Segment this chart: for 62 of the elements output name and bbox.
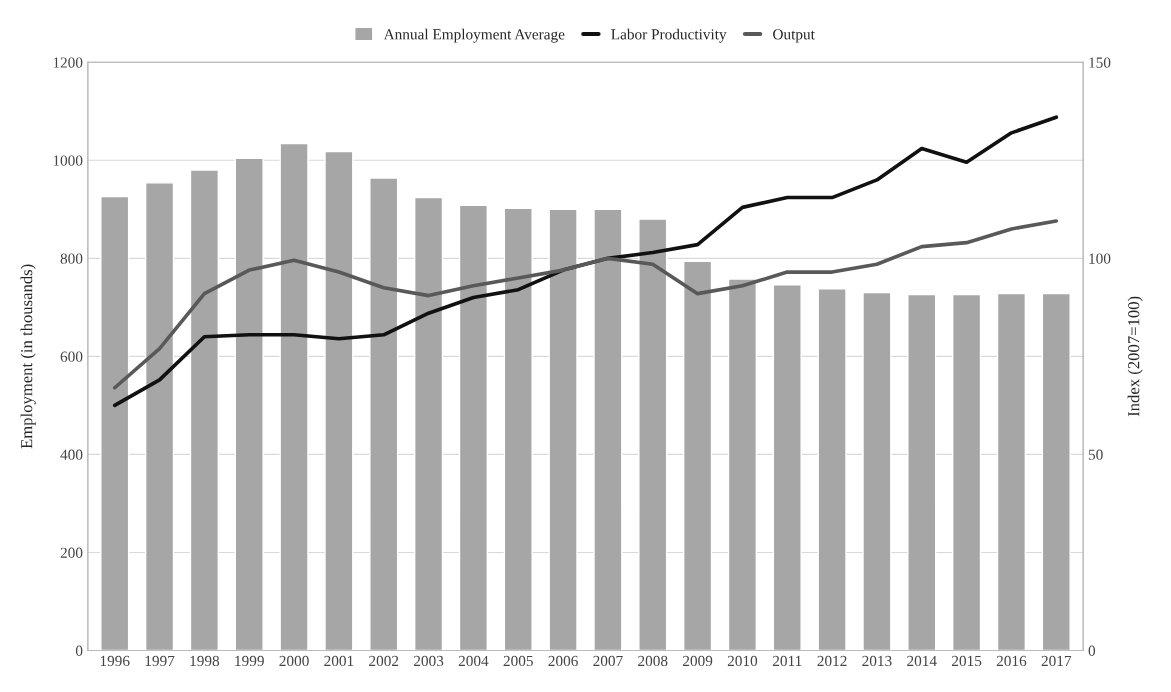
bar — [324, 150, 354, 651]
x-tick-label: 2000 — [279, 655, 309, 667]
y-tick-label: 1000 — [53, 155, 83, 166]
x-tick-label: 2007 — [593, 655, 623, 667]
y-tick-label: 0 — [75, 645, 83, 656]
x-tick-label: 2004 — [458, 655, 489, 667]
bar — [772, 284, 802, 651]
bar — [952, 293, 982, 651]
bar — [862, 291, 892, 651]
x-tick-label: 2015 — [952, 655, 982, 667]
bar — [817, 288, 847, 651]
bar — [1041, 292, 1071, 651]
y-tick-label: 800 — [60, 253, 83, 264]
y2-tick-label: 100 — [1089, 253, 1111, 264]
bar — [907, 293, 937, 651]
bar — [996, 292, 1027, 651]
x-tick-label: 2013 — [862, 655, 892, 667]
legend-label: Annual Employment Average — [383, 28, 565, 43]
y2-tick-label: 50 — [1088, 449, 1103, 460]
x-tick-label: 2001 — [324, 655, 354, 667]
x-tick-label: 2002 — [369, 655, 399, 667]
x-tick-label: 2016 — [996, 655, 1027, 667]
y2-axis-title: Index (2007=100) — [1127, 296, 1143, 417]
y-tick-label: 600 — [60, 351, 83, 362]
x-tick-label: 2008 — [638, 655, 668, 667]
y-tick-label: 1200 — [53, 57, 83, 68]
bar — [189, 169, 219, 651]
line-series — [112, 219, 1059, 390]
x-tick-label: 2003 — [413, 655, 444, 667]
bar — [458, 204, 489, 651]
y-tick-label: 400 — [60, 449, 83, 460]
x-tick-label: 2005 — [503, 655, 533, 667]
x-tick-label: 2009 — [682, 655, 713, 667]
legend-label: Labor Productivity — [611, 28, 727, 43]
bar — [413, 196, 444, 651]
bar — [369, 177, 399, 651]
x-tick-label: 2010 — [727, 655, 758, 667]
x-tick-label: 1996 — [100, 655, 130, 667]
x-tick-label: 2014 — [907, 655, 937, 667]
bar — [727, 278, 758, 651]
x-tick-label: 1997 — [145, 655, 175, 667]
x-tick-label: 1998 — [190, 655, 220, 667]
x-tick-label: 1999 — [235, 655, 264, 667]
x-tick-label: 2011 — [772, 655, 802, 667]
bar — [638, 218, 668, 651]
bar — [593, 208, 623, 651]
bar — [503, 207, 533, 651]
legend-label: Output — [773, 29, 815, 43]
bar — [682, 260, 713, 651]
bar — [144, 182, 175, 651]
y2-tick-label: 150 — [1089, 57, 1111, 68]
bar — [234, 157, 264, 651]
line-series — [112, 115, 1059, 408]
bar — [548, 208, 578, 651]
y2-tick-label: 0 — [1088, 645, 1096, 656]
bar — [279, 142, 309, 651]
y-tick-label: 200 — [60, 547, 83, 558]
x-tick-label: 2017 — [1041, 655, 1072, 667]
x-tick-label: 2012 — [817, 655, 847, 667]
x-tick-label: 2006 — [548, 655, 578, 667]
bar — [100, 195, 130, 651]
y-axis-title: Employment (in thousands) — [20, 264, 36, 449]
